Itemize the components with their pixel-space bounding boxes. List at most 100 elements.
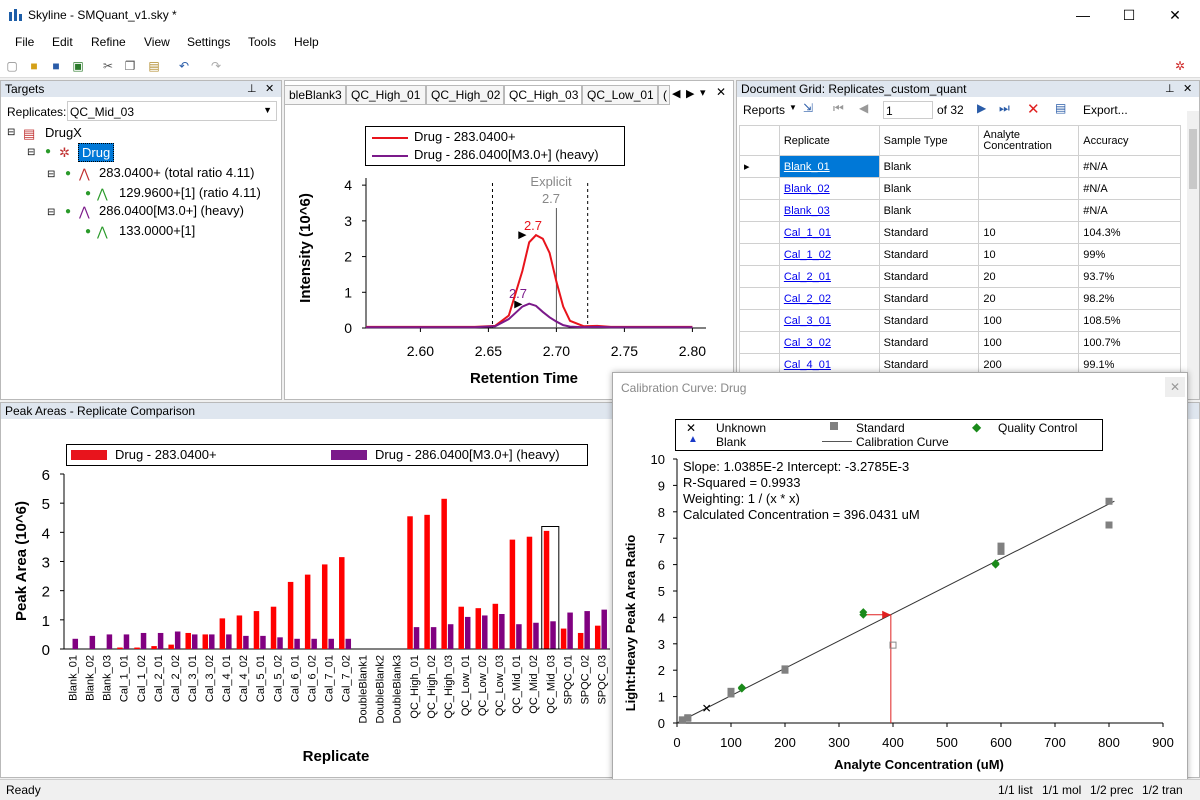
column-header[interactable]: Sample Type bbox=[878, 125, 980, 156]
menu-settings[interactable]: Settings bbox=[187, 35, 231, 49]
tab-list-icon[interactable]: ▾ bbox=[700, 87, 706, 99]
tree-item-precursor-light[interactable]: 283.0400+ (total ratio 4.11) bbox=[99, 165, 255, 180]
table-row[interactable]: Blank_02 Blank #N/A bbox=[739, 177, 1181, 200]
collapse-icon[interactable]: ⊟ bbox=[47, 207, 56, 218]
tree-item-transition-light[interactable]: 129.9600+[1] (ratio 4.11) bbox=[119, 185, 261, 200]
replicate-link[interactable]: Cal_1_01 bbox=[783, 226, 831, 239]
table-cell[interactable]: 200 bbox=[978, 353, 1080, 376]
table-cell[interactable]: 100.7% bbox=[1078, 331, 1181, 354]
replicate-link[interactable]: Blank_03 bbox=[783, 204, 830, 217]
replicate-link[interactable]: Cal_3_01 bbox=[783, 314, 831, 327]
column-header[interactable]: Analyte Concentration bbox=[978, 125, 1080, 156]
tab-overflow[interactable]: ( bbox=[658, 85, 670, 105]
table-cell[interactable]: 93.7% bbox=[1078, 265, 1181, 288]
replicate-link[interactable]: Cal_3_02 bbox=[783, 336, 831, 349]
page-input[interactable]: 1 bbox=[883, 101, 933, 119]
table-cell[interactable]: 10 bbox=[978, 221, 1080, 244]
table-cell[interactable]: Blank bbox=[878, 199, 980, 222]
table-cell[interactable]: Standard bbox=[878, 287, 980, 310]
pin-icon[interactable]: ⊥ bbox=[247, 83, 257, 95]
chevron-down-icon[interactable]: ▼ bbox=[789, 103, 797, 112]
column-chooser-icon[interactable]: ⇲ bbox=[803, 101, 814, 115]
table-row[interactable]: Cal_3_01 Standard 100 108.5% bbox=[739, 309, 1181, 332]
new-file-icon[interactable]: ▢ bbox=[6, 59, 18, 73]
table-cell[interactable] bbox=[978, 155, 1080, 178]
table-cell[interactable]: Standard bbox=[878, 331, 980, 354]
table-cell[interactable]: 104.3% bbox=[1078, 221, 1181, 244]
tab-qc-low-01[interactable]: QC_Low_01 bbox=[582, 85, 658, 105]
close-tab-icon[interactable]: ✕ bbox=[716, 85, 727, 99]
row-header-cell[interactable] bbox=[739, 331, 780, 354]
row-header-cell[interactable] bbox=[739, 177, 780, 200]
peak-areas-chart[interactable]: Peak Area (10^6) Replicate 0 1 2 3 4 5 6 Blank_… bbox=[2, 466, 614, 776]
table-row[interactable]: Cal_1_02 Standard 10 99% bbox=[739, 243, 1181, 266]
reports-button[interactable]: Reports bbox=[743, 103, 786, 117]
menu-edit[interactable]: Edit bbox=[52, 35, 73, 49]
menu-file[interactable]: File bbox=[15, 35, 35, 49]
cut-icon[interactable]: ✂ bbox=[102, 59, 114, 73]
minimize-button[interactable]: — bbox=[1076, 7, 1090, 23]
table-cell[interactable]: Cal_3_02 bbox=[778, 331, 880, 354]
table-row[interactable]: Cal_1_01 Standard 10 104.3% bbox=[739, 221, 1181, 244]
table-cell[interactable]: Cal_2_02 bbox=[778, 287, 880, 310]
table-cell[interactable] bbox=[978, 177, 1080, 200]
table-cell[interactable]: Cal_3_01 bbox=[778, 309, 880, 332]
row-header-cell[interactable] bbox=[739, 287, 780, 310]
maximize-button[interactable]: ☐ bbox=[1122, 7, 1136, 23]
replicate-select[interactable]: QC_Mid_03 ▼ bbox=[67, 101, 277, 121]
replicate-link[interactable]: Cal_2_01 bbox=[783, 270, 831, 283]
molecule-icon[interactable]: ✲ bbox=[1174, 59, 1186, 73]
replicate-link[interactable]: Cal_4_01 bbox=[783, 358, 831, 371]
delete-icon[interactable]: ✕ bbox=[1027, 101, 1040, 118]
replicate-link[interactable]: Blank_01 bbox=[783, 160, 830, 173]
table-cell[interactable]: Standard bbox=[878, 243, 980, 266]
export-icon[interactable]: ▤ bbox=[1055, 101, 1067, 115]
export-button[interactable]: Export... bbox=[1083, 103, 1128, 117]
table-row[interactable]: Cal_2_01 Standard 20 93.7% bbox=[739, 265, 1181, 288]
row-header-cell[interactable]: ▸ bbox=[739, 155, 780, 178]
table-cell[interactable]: Blank bbox=[878, 155, 980, 178]
first-page-icon[interactable]: ⏮ bbox=[833, 101, 844, 115]
column-header[interactable]: Replicate bbox=[778, 125, 880, 156]
scrollbar-thumb[interactable] bbox=[1189, 129, 1197, 189]
tree-item-drug[interactable]: Drug bbox=[78, 143, 115, 162]
table-cell[interactable]: Standard bbox=[878, 221, 980, 244]
collapse-icon[interactable]: ⊟ bbox=[47, 169, 56, 180]
table-cell[interactable]: 10 bbox=[978, 243, 1080, 266]
import-icon[interactable]: ▣ bbox=[72, 59, 84, 73]
table-cell[interactable]: Cal_2_01 bbox=[778, 265, 880, 288]
menu-view[interactable]: View bbox=[144, 35, 170, 49]
table-cell[interactable]: 100 bbox=[978, 331, 1080, 354]
tab-prev-icon[interactable]: ◀ bbox=[672, 88, 681, 100]
replicate-link[interactable]: Cal_2_02 bbox=[783, 292, 831, 305]
table-cell[interactable]: #N/A bbox=[1078, 199, 1181, 222]
table-cell[interactable]: 99% bbox=[1078, 243, 1181, 266]
table-cell[interactable]: Blank_03 bbox=[778, 199, 880, 222]
tab-qc-high-01[interactable]: QC_High_01 bbox=[346, 85, 426, 105]
table-cell[interactable]: #N/A bbox=[1078, 155, 1181, 178]
paste-icon[interactable]: ▤ bbox=[148, 59, 160, 73]
row-header-cell[interactable] bbox=[739, 243, 780, 266]
pin-icon[interactable]: ⊥ bbox=[1165, 83, 1175, 95]
row-header-cell[interactable] bbox=[739, 199, 780, 222]
table-cell[interactable]: Standard bbox=[878, 309, 980, 332]
calibration-chart[interactable]: Light:Heavy Peak Area Ratio Analyte Conc… bbox=[613, 451, 1189, 781]
tab-next-icon[interactable]: ▶ bbox=[686, 88, 695, 100]
table-cell[interactable]: 100 bbox=[978, 309, 1080, 332]
tree-item-transition-heavy[interactable]: 133.0000+[1] bbox=[119, 223, 196, 238]
table-cell[interactable]: 108.5% bbox=[1078, 309, 1181, 332]
table-cell[interactable] bbox=[978, 199, 1080, 222]
save-icon[interactable]: ■ bbox=[52, 59, 60, 73]
copy-icon[interactable]: ❐ bbox=[124, 59, 136, 73]
close-button[interactable]: ✕ bbox=[1169, 7, 1181, 23]
table-row[interactable]: ▸ Blank_01 Blank #N/A bbox=[739, 155, 1181, 178]
table-cell[interactable]: Standard bbox=[878, 265, 980, 288]
table-row[interactable]: Cal_3_02 Standard 100 100.7% bbox=[739, 331, 1181, 354]
tab-qc-high-02[interactable]: QC_High_02 bbox=[426, 85, 504, 105]
open-folder-icon[interactable]: ■ bbox=[30, 59, 38, 73]
table-row[interactable]: Blank_03 Blank #N/A bbox=[739, 199, 1181, 222]
menu-tools[interactable]: Tools bbox=[248, 35, 277, 49]
menu-refine[interactable]: Refine bbox=[91, 35, 126, 49]
close-panel-icon[interactable]: ✕ bbox=[265, 83, 275, 95]
table-cell[interactable]: #N/A bbox=[1078, 177, 1181, 200]
